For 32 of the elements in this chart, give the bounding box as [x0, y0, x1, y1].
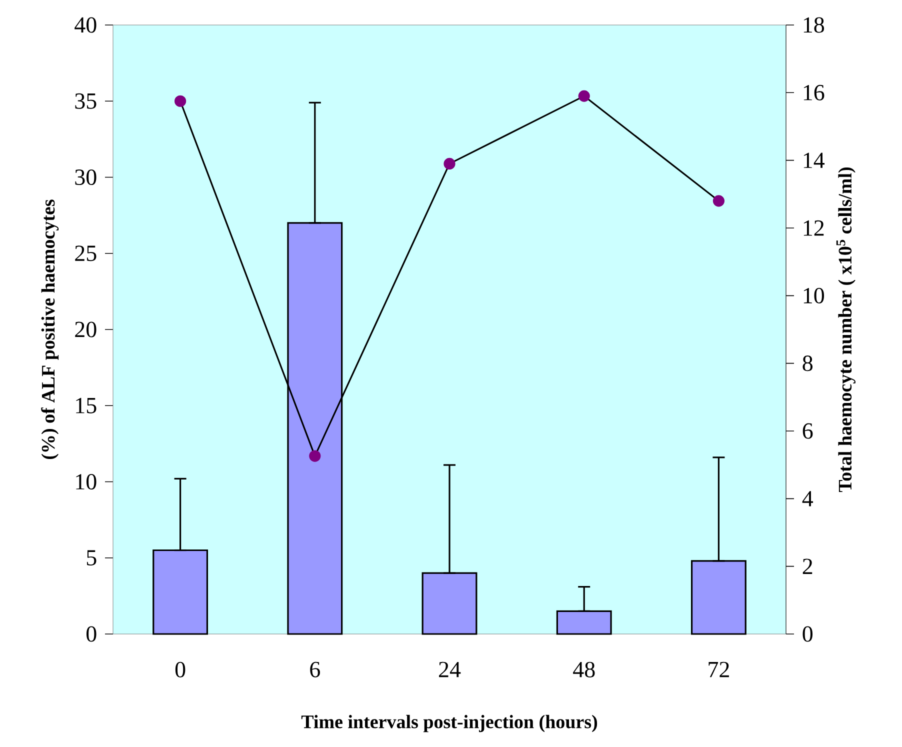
point — [578, 90, 590, 102]
y2-tick-label: 2 — [802, 558, 812, 574]
y2-tick-label: 16 — [804, 84, 824, 100]
y-tick-label: 20 — [75, 322, 96, 338]
x-tick-label: 72 — [708, 662, 729, 678]
y2-axis-title: Total haemocyte number ( x10$^{5}$ cells/ml) — [836, 167, 856, 492]
y2-tick-label: 12 — [804, 220, 824, 236]
y-tick-label: 15 — [76, 398, 96, 414]
y-tick-label: 40 — [74, 17, 96, 33]
point — [444, 158, 456, 170]
y-tick-label: 25 — [75, 246, 96, 262]
point — [174, 95, 186, 107]
y-axis-title: (%) of ALF positive haemocytes — [41, 200, 59, 460]
y2-tick-label: 6 — [802, 423, 813, 439]
x-tick-label: 0 — [175, 662, 186, 678]
point — [712, 195, 725, 207]
y-tick-label: 35 — [75, 93, 96, 109]
y2-tick-label: 18 — [804, 17, 824, 33]
y-tick-label: 5 — [86, 550, 96, 566]
y-tick-label: 30 — [75, 169, 96, 186]
y2-tick-label: 14 — [804, 152, 825, 168]
x-tick-label: 48 — [573, 662, 595, 678]
y2-tick-label: 8 — [802, 356, 813, 372]
x-tick-label: 24 — [439, 662, 461, 678]
y-tick-label: 0 — [86, 626, 96, 642]
x-axis-title: Time intervals post-injection (hours) — [301, 714, 598, 732]
y2-tick-label: 4 — [802, 491, 814, 506]
y2-tick-label: 0 — [802, 626, 813, 642]
y-tick-label: 10 — [76, 474, 96, 490]
x-tick-label: 6 — [310, 662, 320, 678]
y2-tick-label: 10 — [804, 288, 824, 304]
point — [309, 450, 321, 462]
